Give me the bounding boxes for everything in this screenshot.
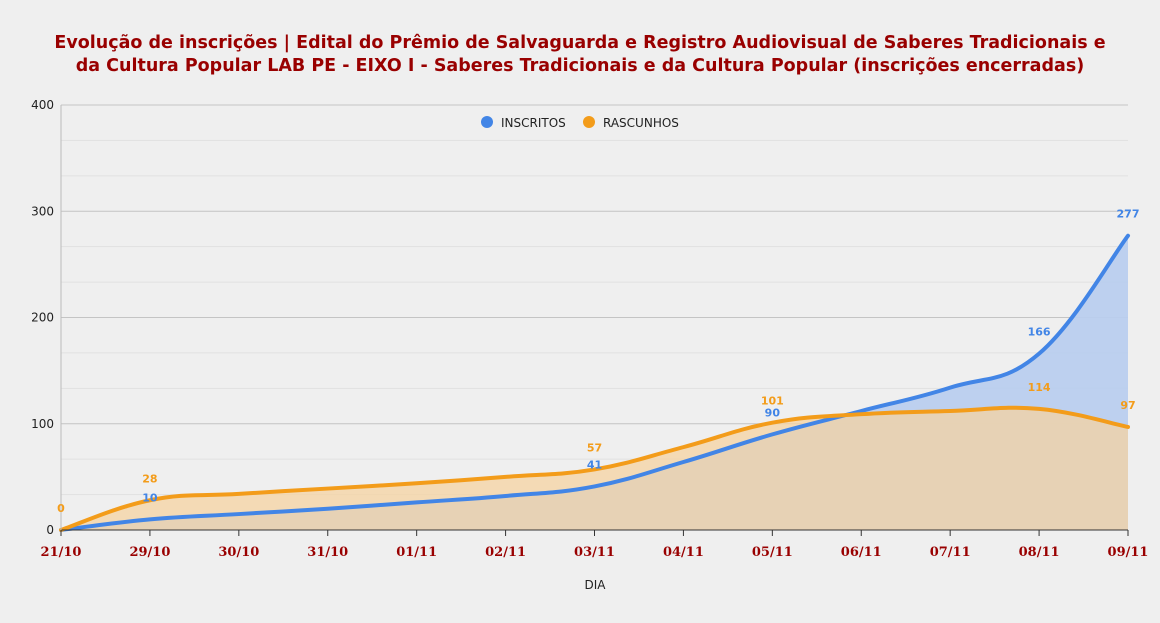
y-tick-label: 400 xyxy=(31,98,54,112)
x-tick-label: 06/11 xyxy=(841,545,882,560)
x-tick-label: 01/11 xyxy=(396,545,437,560)
x-tick-label: 21/10 xyxy=(41,545,82,560)
data-label: 10 xyxy=(142,491,158,504)
data-label: 28 xyxy=(142,472,157,485)
area-fills xyxy=(61,235,1128,530)
data-label: 101 xyxy=(761,395,784,408)
x-tick-label: 02/11 xyxy=(485,545,526,560)
data-label: 277 xyxy=(1117,208,1140,221)
x-tick-label: 04/11 xyxy=(663,545,704,560)
chart-title: Evolução de inscrições | Edital do Prêmi… xyxy=(0,32,1160,78)
data-label: 41 xyxy=(587,458,602,471)
line-inscritos xyxy=(59,233,1130,532)
data-label: 57 xyxy=(587,441,602,454)
legend-marker xyxy=(481,116,493,128)
y-tick-label: 200 xyxy=(31,311,54,325)
x-tick-label: 08/11 xyxy=(1019,545,1060,560)
data-label: 0 xyxy=(57,502,65,515)
legend-item-inscritos[interactable]: INSCRITOS xyxy=(481,116,566,130)
area-rascunhos xyxy=(61,407,1128,530)
x-tick-label: 03/11 xyxy=(574,545,615,560)
y-tick-label: 0 xyxy=(46,523,54,537)
x-tick-label: 07/11 xyxy=(930,545,971,560)
y-tick-label: 100 xyxy=(31,417,54,431)
data-label: 166 xyxy=(1028,326,1051,339)
legend-item-rascunhos[interactable]: RASCUNHOS xyxy=(583,116,679,130)
data-label: 90 xyxy=(765,406,781,419)
legend[interactable]: INSCRITOS RASCUNHOS xyxy=(481,116,679,130)
legend-label: INSCRITOS xyxy=(501,116,566,130)
x-tick-label: 30/10 xyxy=(218,545,259,560)
x-tick-label: 29/10 xyxy=(129,545,170,560)
x-axis-title: DIA xyxy=(585,578,607,592)
data-labels: 10 41 90 166 277 0 28 57 101 114 97 xyxy=(57,208,1139,515)
chart-title-line-2: da Cultura Popular LAB PE - EIXO I - Sab… xyxy=(75,56,1085,76)
data-label: 97 xyxy=(1120,399,1135,412)
chart-title-line-1: Evolução de inscrições | Edital do Prêmi… xyxy=(54,33,1106,53)
line-rascunhos xyxy=(59,405,1130,532)
y-tick-label: 300 xyxy=(31,204,54,218)
x-tick-label: 31/10 xyxy=(307,545,348,560)
x-tick-label: 05/11 xyxy=(752,545,793,560)
data-label: 114 xyxy=(1028,381,1051,394)
series-lines xyxy=(59,233,1130,532)
legend-label: RASCUNHOS xyxy=(603,116,679,130)
x-tick-label: 09/11 xyxy=(1108,545,1149,560)
legend-marker xyxy=(583,116,595,128)
